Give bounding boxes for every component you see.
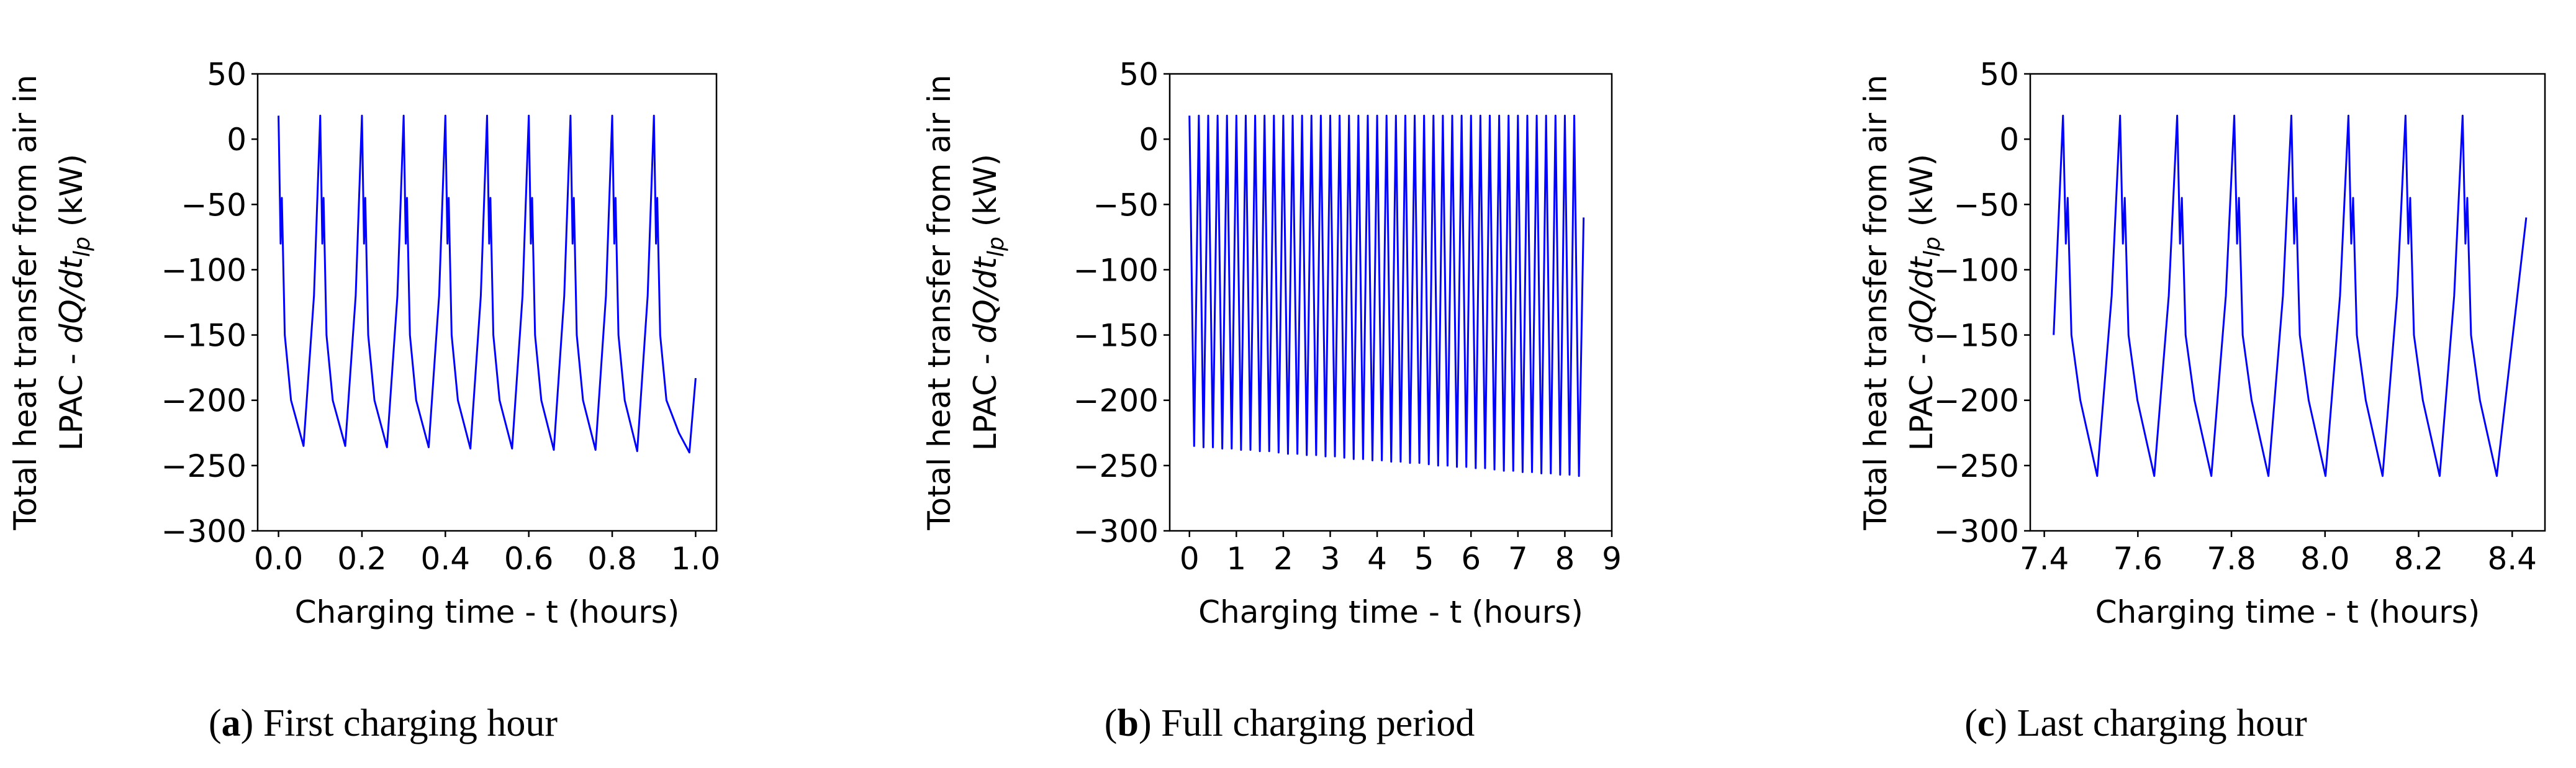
y-tick-label: −150: [161, 318, 246, 354]
x-tick-label: 5: [1414, 541, 1434, 577]
y-tick-label: −100: [161, 252, 246, 288]
y-tick-label: 50: [207, 56, 246, 93]
axes-frame: [2029, 73, 2546, 532]
x-tick-label: 0.8: [587, 541, 637, 577]
y-tick-label: −50: [1953, 187, 2019, 223]
x-tick-label: 1: [1226, 541, 1246, 577]
data-line: [1188, 114, 1585, 477]
x-tick-label: 7.8: [2207, 541, 2256, 577]
data-line: [278, 114, 697, 454]
y-tick-label: −200: [161, 383, 246, 419]
y-tick-label: −250: [161, 448, 246, 484]
caption-part: a: [222, 702, 241, 744]
x-tick-label: 0.4: [421, 541, 471, 577]
y-tick-label: −150: [1073, 318, 1159, 354]
caption-part: b: [1117, 702, 1138, 744]
x-tick-label: 0.0: [254, 541, 304, 577]
y-axis-label-line1: Total heat transfer from air in: [7, 75, 43, 530]
y-axis-label-line1: Total heat transfer from air in: [1858, 75, 1894, 530]
y-tick-label: −100: [1934, 252, 2019, 288]
caption: (a) First charging hour: [209, 702, 558, 744]
y-tick-label: −50: [181, 187, 246, 223]
x-axis-label: Charging time - t (hours): [2095, 594, 2480, 630]
caption-part: ) Full charging period: [1139, 702, 1475, 744]
x-tick-label: 0.2: [337, 541, 387, 577]
x-tick-label: 7.4: [2020, 541, 2069, 577]
y-tick-label: −300: [1073, 513, 1159, 549]
y-label-subscript: lp: [1920, 237, 1945, 257]
caption: (c) Last charging hour: [1964, 702, 2307, 744]
x-tick-label: 3: [1321, 541, 1340, 577]
y-tick-label: −250: [1934, 448, 2019, 484]
x-tick-label: 4: [1367, 541, 1387, 577]
x-tick-label: 2: [1273, 541, 1293, 577]
y-label-subscript: lp: [983, 237, 1009, 257]
y-label-suffix: (kW): [967, 154, 1003, 237]
plot-area: [1188, 114, 1585, 477]
y-tick-label: −50: [1093, 187, 1159, 223]
x-axis-label: Charging time - t (hours): [1198, 594, 1583, 630]
x-tick-label: 7.6: [2113, 541, 2163, 577]
y-label-math: dQ/dt: [53, 256, 89, 344]
x-tick-label: 8.2: [2394, 541, 2444, 577]
y-tick-label: −300: [161, 513, 246, 549]
caption-part: (: [1964, 702, 1977, 744]
y-tick-label: −200: [1934, 383, 2019, 419]
y-axis-label-line2: LPAC - dQ/dtlp (kW): [1904, 154, 1945, 451]
y-label-prefix: LPAC -: [967, 343, 1003, 451]
caption-part: ) First charging hour: [241, 702, 558, 744]
x-tick-label: 0.6: [504, 541, 554, 577]
y-axis-label-line2: LPAC - dQ/dtlp (kW): [53, 154, 95, 451]
y-axis-label-line1: Total heat transfer from air in: [921, 75, 957, 530]
y-tick-label: −100: [1073, 252, 1159, 288]
x-tick-label: 1.0: [671, 541, 721, 577]
x-tick-label: 8.4: [2487, 541, 2537, 577]
y-label-math: dQ/dt: [967, 256, 1003, 344]
y-tick-label: 0: [227, 122, 246, 158]
x-tick-label: 8.0: [2300, 541, 2350, 577]
y-label-subscript: lp: [70, 237, 95, 257]
x-tick-label: 0: [1180, 541, 1200, 577]
y-tick-label: −200: [1073, 383, 1159, 419]
data-line: [2053, 114, 2528, 477]
y-tick-label: −300: [1934, 513, 2019, 549]
x-tick-label: 8: [1555, 541, 1575, 577]
axes-frame: [256, 73, 718, 532]
x-tick-label: 6: [1461, 541, 1481, 577]
caption-part: c: [1977, 702, 1995, 744]
y-label-suffix: (kW): [53, 154, 89, 237]
y-axis-label-line2: LPAC - dQ/dtlp (kW): [967, 154, 1009, 451]
y-tick-label: 50: [1119, 56, 1159, 93]
y-label-prefix: LPAC -: [53, 343, 89, 451]
y-tick-label: −150: [1934, 318, 2019, 354]
caption-part: (: [209, 702, 222, 744]
plot-area: [278, 114, 697, 454]
y-label-suffix: (kW): [1904, 154, 1940, 237]
y-label-prefix: LPAC -: [1904, 343, 1940, 451]
x-tick-label: 9: [1602, 541, 1622, 577]
y-tick-label: 0: [1999, 122, 2019, 158]
y-label-math: dQ/dt: [1904, 256, 1940, 344]
y-tick-label: −250: [1073, 448, 1159, 484]
axes-frame: [1168, 73, 1613, 532]
caption: (b) Full charging period: [1105, 702, 1475, 744]
x-axis-label: Charging time - t (hours): [295, 594, 680, 630]
y-tick-label: 50: [1979, 56, 2019, 93]
caption-part: (: [1105, 702, 1118, 744]
plot-area: [2053, 114, 2528, 477]
x-tick-label: 7: [1508, 541, 1528, 577]
y-tick-label: 0: [1139, 122, 1159, 158]
caption-part: ) Last charging hour: [1994, 702, 2307, 744]
